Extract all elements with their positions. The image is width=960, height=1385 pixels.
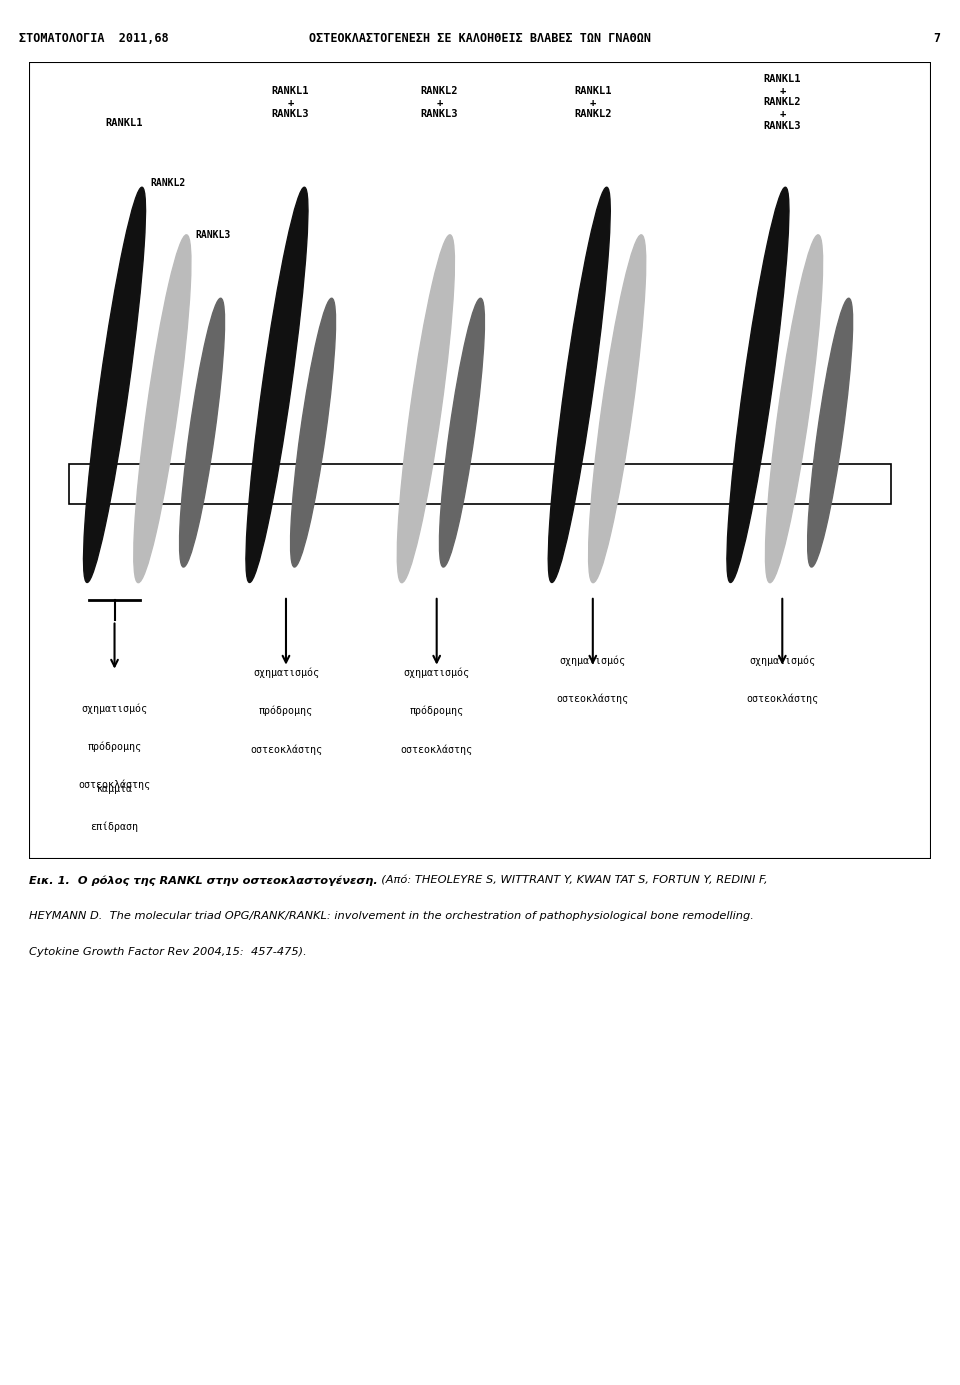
Text: ΣΤΟΜΑΤΟΛΟΓΙΑ  2011,68: ΣΤΟΜΑΤΟΛΟΓΙΑ 2011,68 (19, 32, 169, 44)
Text: RANKL1: RANKL1 (106, 118, 143, 127)
Ellipse shape (440, 298, 485, 566)
Ellipse shape (180, 298, 225, 566)
Text: HEYMANN D.  The molecular triad OPG/RANK/RANKL: involvement in the orchestration: HEYMANN D. The molecular triad OPG/RANK/… (29, 911, 754, 921)
Text: οστεοκλάστης: οστεοκλάστης (250, 744, 322, 755)
Text: RANKL2
+
RANKL3: RANKL2 + RANKL3 (420, 86, 458, 119)
Text: σχηματισμός: σχηματισμός (82, 704, 148, 713)
Ellipse shape (397, 235, 454, 583)
Ellipse shape (246, 187, 308, 583)
Ellipse shape (133, 235, 191, 583)
Text: πρόδρομης: πρόδρομης (87, 741, 141, 752)
Ellipse shape (84, 187, 146, 583)
Ellipse shape (548, 187, 611, 583)
Text: (Από: THEOLEYRE S, WITTRANT Y, KWAN TAT S, FORTUN Y, REDINI F,: (Από: THEOLEYRE S, WITTRANT Y, KWAN TAT … (374, 875, 768, 885)
Text: επίδραση: επίδραση (90, 821, 138, 832)
Ellipse shape (765, 235, 823, 583)
Text: RANKL2: RANKL2 (151, 177, 186, 188)
Text: σχηματισμός: σχηματισμός (750, 655, 815, 666)
Text: Cytokine Growth Factor Rev 2004,15:  457-475).: Cytokine Growth Factor Rev 2004,15: 457-… (29, 947, 306, 957)
Text: οστεοκλάστης: οστεοκλάστης (400, 744, 472, 755)
Ellipse shape (291, 298, 336, 566)
Text: οστεοκλάστης: οστεοκλάστης (746, 694, 818, 705)
Text: RANKL1
+
RANKL2: RANKL1 + RANKL2 (574, 86, 612, 119)
Text: Εικ. 1.  Ο ρόλος της RANKL στην οστεοκλαστογένεση.: Εικ. 1. Ο ρόλος της RANKL στην οστεοκλασ… (29, 875, 377, 886)
Ellipse shape (727, 187, 789, 583)
Text: RANKL1
+
RANKL2
+
RANKL3: RANKL1 + RANKL2 + RANKL3 (763, 75, 801, 130)
Text: καμμία: καμμία (97, 783, 132, 794)
Ellipse shape (588, 235, 646, 583)
Text: RANKL3: RANKL3 (196, 230, 231, 240)
Text: οστεοκλάστης: οστεοκλάστης (557, 694, 629, 705)
Bar (69, 464, 891, 504)
Ellipse shape (807, 298, 852, 566)
Text: οστεοκλάστης: οστεοκλάστης (79, 780, 151, 791)
Text: πρόδρομης: πρόδρομης (410, 706, 464, 716)
Text: 7: 7 (934, 32, 941, 44)
Text: σχηματισμός: σχηματισμός (253, 668, 319, 679)
Text: σχηματισμός: σχηματισμός (560, 655, 626, 666)
Text: πρόδρομης: πρόδρομης (259, 706, 313, 716)
Text: σχηματισμός: σχηματισμός (404, 668, 469, 679)
Text: RANKL1
+
RANKL3: RANKL1 + RANKL3 (272, 86, 309, 119)
Text: ΟΣΤΕΟΚΛΑΣΤΟΓΕΝΕΣΗ ΣΕ ΚΑΛΟΗΘΕΙΣ ΒΛΑΒΕΣ ΤΩΝ ΓΝΑΘΩΝ: ΟΣΤΕΟΚΛΑΣΤΟΓΕΝΕΣΗ ΣΕ ΚΑΛΟΗΘΕΙΣ ΒΛΑΒΕΣ ΤΩ… (309, 32, 651, 44)
